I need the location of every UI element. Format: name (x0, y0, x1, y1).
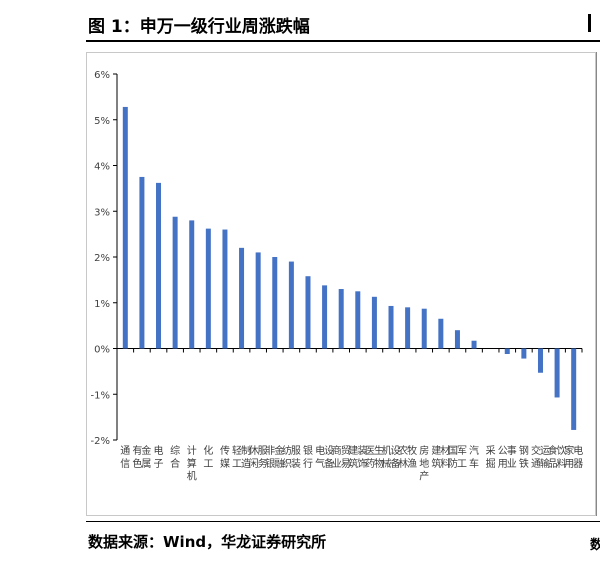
bar-17 (388, 305, 394, 349)
figure-title: 图 1：申万一级行业周涨跌幅 (88, 17, 310, 37)
bar-25 (521, 348, 527, 359)
bar-22 (471, 340, 477, 349)
x-category-label: 汽车 (469, 444, 479, 470)
source-note: 数据来源：Wind，华龙证券研究所 (88, 533, 327, 551)
x-category-label: 机械设备 (382, 444, 401, 470)
x-category-label: 医药生物 (365, 444, 384, 470)
column-divider (596, 52, 597, 516)
bar-27 (554, 348, 560, 398)
x-category-label: 食品饮料 (548, 444, 567, 470)
x-category-label: 电子 (154, 444, 164, 470)
x-category-label: 建筑材料 (431, 444, 450, 470)
x-category-label: 交通运输 (531, 444, 550, 470)
bar-15 (355, 291, 361, 349)
bar-21 (454, 330, 460, 349)
bar-16 (371, 296, 377, 349)
bar-26 (537, 348, 543, 373)
x-category-label: 建筑装饰 (348, 444, 367, 470)
x-category-label: 轻工制造 (232, 444, 251, 470)
y-tick-label: 4% (94, 162, 110, 173)
x-category-label: 纺织服装 (282, 444, 301, 470)
x-category-label: 采掘 (486, 445, 496, 470)
bar-18 (405, 307, 411, 349)
x-category-label: 房地产 (419, 444, 429, 483)
bar-7 (222, 229, 228, 349)
title-rule (86, 40, 600, 42)
x-category-label: 化工 (203, 444, 213, 470)
y-tick-label: 2% (94, 253, 110, 264)
bar-9 (255, 252, 261, 349)
bar-19 (421, 308, 427, 349)
bar-10 (272, 257, 278, 349)
y-tick-label: 3% (94, 207, 110, 218)
adjacent-column-mark (588, 14, 600, 32)
x-category-label: 电气设备 (315, 444, 334, 470)
y-tick-label: 1% (94, 299, 110, 310)
x-category-label: 农林牧渔 (398, 444, 417, 470)
x-category-label: 商业贸易 (332, 444, 351, 470)
x-category-label: 银行 (303, 444, 313, 470)
y-tick-label: -2% (91, 436, 110, 447)
x-category-label: 家用电器 (564, 444, 583, 470)
adjacent-column-text: 数 (590, 538, 600, 553)
bar-12 (305, 276, 311, 349)
chart-frame (86, 52, 596, 516)
x-category-label: 通信 (120, 445, 130, 470)
bar-chart: 6% 5% 4% 3% 2% 1% 0% -1% -2% 通信有色金属电子综合计算机化工传媒轻工制… (91, 70, 584, 483)
bar-2 (139, 176, 145, 349)
x-category-label: 综合 (170, 444, 180, 470)
bar-6 (205, 228, 211, 349)
bar-1 (122, 106, 128, 349)
x-category-label: 钢铁 (519, 444, 529, 470)
y-tick-label: -1% (91, 390, 110, 401)
x-category-label: 公用事业 (498, 444, 517, 470)
bar-3 (156, 182, 162, 349)
bar-28 (571, 348, 577, 430)
bar-20 (438, 318, 444, 349)
bar-5 (189, 220, 195, 349)
y-tick-label: 6% (94, 70, 110, 81)
bar-8 (239, 247, 245, 349)
x-category-label: 传媒 (220, 445, 230, 470)
x-category-label: 国防军工 (448, 445, 467, 470)
y-tick-label: 0% (94, 345, 110, 356)
bar-11 (288, 261, 294, 349)
x-category-label: 有色金属 (132, 444, 151, 470)
x-category-label: 计算机 (187, 444, 197, 483)
y-tick-label: 5% (94, 116, 110, 127)
bar-4 (172, 216, 178, 349)
x-category-label: 休闲服务 (249, 445, 268, 470)
source-rule (86, 521, 600, 522)
bar-24 (504, 348, 510, 354)
x-category-label: 非银金融 (265, 444, 284, 470)
bar-14 (338, 289, 344, 349)
bar-13 (322, 285, 328, 349)
